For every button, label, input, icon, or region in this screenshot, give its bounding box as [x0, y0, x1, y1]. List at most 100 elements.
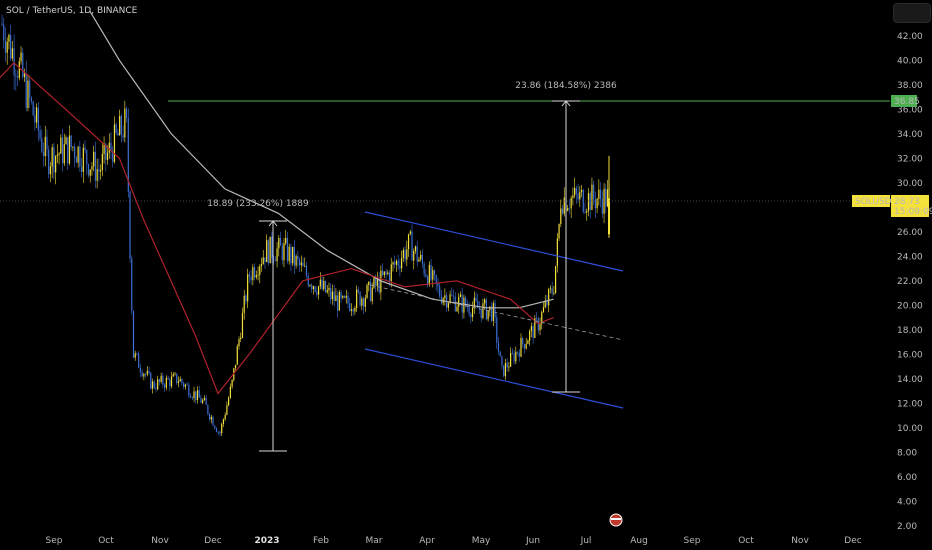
candle-body: [74, 146, 76, 158]
candle-body: [570, 197, 572, 209]
y-tick-label: 22.00: [897, 277, 923, 287]
candle-body: [253, 267, 256, 278]
candle-body: [471, 307, 474, 318]
x-tick-label: Apr: [419, 536, 435, 546]
candle-body: [212, 417, 214, 426]
candle-body: [368, 281, 370, 286]
candle-body: [292, 246, 294, 264]
candle-body: [470, 314, 472, 318]
candle-body: [93, 151, 95, 167]
candle-body: [513, 353, 515, 362]
candle-body: [285, 237, 287, 244]
candle-body: [193, 391, 195, 398]
candle-body: [582, 189, 584, 212]
candle-body: [16, 76, 19, 78]
candle-body: [150, 372, 152, 389]
candle-body: [556, 238, 558, 267]
candle-body: [110, 142, 112, 151]
candles: [1, 14, 610, 437]
event-flag-stripe: [611, 518, 621, 520]
x-tick-label: Jul: [580, 536, 592, 546]
candle-body: [458, 296, 460, 307]
candle-body: [290, 246, 292, 264]
candle-body: [132, 310, 135, 358]
chart-settings-button[interactable]: [893, 3, 931, 23]
candle-body: [98, 169, 100, 172]
candle-body: [444, 295, 446, 299]
candle-body: [594, 199, 596, 209]
candle-body: [127, 118, 129, 192]
candle-body: [179, 378, 181, 382]
candle-body: [203, 397, 206, 401]
candle-body: [288, 246, 290, 262]
candle-body: [522, 338, 524, 345]
candle-body: [302, 262, 304, 267]
candle-body: [574, 187, 576, 196]
candle-body: [198, 390, 200, 398]
candle-body: [497, 342, 500, 352]
candle-body: [124, 108, 126, 138]
candle-body: [397, 260, 399, 266]
candle-body: [279, 238, 282, 246]
candle-body: [591, 184, 593, 211]
candle-body: [29, 80, 31, 98]
candle-body: [122, 134, 124, 138]
candle-body: [466, 306, 468, 308]
candle-body: [115, 124, 117, 133]
candle-body: [426, 276, 429, 286]
candle-body: [293, 246, 295, 266]
candle-body: [330, 287, 332, 300]
candle-body: [224, 414, 226, 420]
candle-body: [307, 275, 309, 286]
candle-body: [3, 24, 5, 41]
candle-body: [480, 309, 482, 319]
candle-body: [580, 189, 583, 192]
candle-body: [70, 135, 72, 147]
candle-body: [380, 270, 382, 293]
candle-body: [477, 300, 479, 308]
candle-body: [490, 306, 493, 321]
y-tick-label: 36.00: [897, 105, 923, 115]
candle-body: [20, 52, 22, 62]
resistance-price-label: 36.85: [894, 97, 920, 107]
candle-body: [361, 298, 363, 306]
candle-body: [605, 188, 607, 207]
candle-body: [563, 197, 565, 214]
y-tick-label: 32.00: [897, 154, 923, 164]
candle-body: [511, 352, 513, 354]
candle-body: [544, 300, 546, 308]
candle-body: [241, 312, 244, 338]
measure-2-arrow: [561, 100, 571, 107]
candle-body: [347, 295, 349, 304]
candle-body: [129, 191, 131, 259]
candle-body: [144, 373, 147, 375]
candle-body: [459, 294, 462, 297]
y-tick-label: 8.00: [897, 448, 917, 458]
candle-body: [22, 52, 24, 78]
candle-body: [281, 245, 283, 261]
candle-body: [599, 189, 602, 199]
candle-body: [82, 147, 84, 172]
candle-body: [416, 246, 418, 262]
candle-body: [454, 296, 456, 312]
candle-body: [304, 265, 306, 267]
x-tick-label: Sep: [46, 536, 63, 546]
candle-body: [260, 264, 263, 267]
candle-body: [392, 262, 394, 265]
candle-body: [388, 272, 391, 281]
candle-body: [89, 169, 91, 176]
y-tick-label: 38.00: [897, 81, 923, 91]
candle-body: [27, 80, 29, 108]
candle-body: [560, 208, 562, 224]
candle-body: [286, 237, 289, 262]
candle-body: [568, 208, 571, 209]
candle-body: [478, 307, 481, 310]
candle-body: [209, 413, 211, 420]
candle-body: [217, 431, 219, 433]
candle-body: [567, 208, 569, 211]
candle-body: [146, 370, 148, 375]
candle-body: [558, 223, 560, 239]
candle-body: [18, 61, 20, 78]
candle-body: [86, 150, 88, 165]
